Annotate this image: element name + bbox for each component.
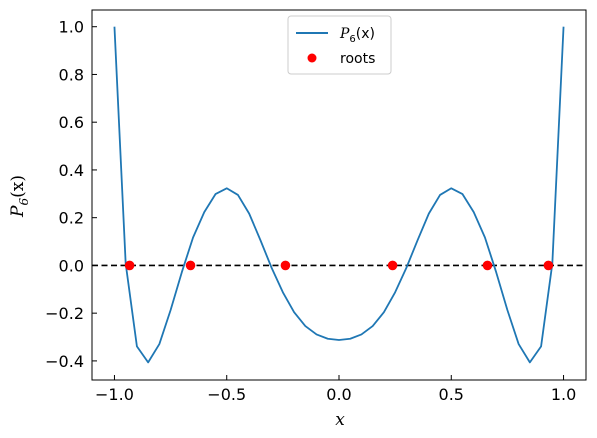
x-tick-label: 1.0	[551, 385, 576, 404]
legend-label-p6-sub: 6	[349, 34, 355, 45]
axes: −1.0 −0.5 0.0 0.5 1.0 −0.4 −0.2 0.0 0.2 0.4 0.6 0.8…	[45, 9, 587, 404]
x-tick-label: −1.0	[95, 385, 134, 404]
legend-label-p6: P6(x)	[339, 26, 375, 45]
root-point	[482, 260, 493, 271]
y-tick-label: −0.2	[45, 304, 84, 323]
y-tick-label: 0.8	[59, 65, 84, 84]
y-axis-label-tail: (x)	[8, 175, 28, 198]
legend-label-p6-base: P	[339, 26, 350, 42]
y-tick-label: 0.6	[59, 113, 84, 132]
y-tick-label: 0.4	[59, 161, 84, 180]
legend: P6(x) roots	[287, 15, 392, 75]
x-tick-label: −0.5	[207, 385, 246, 404]
root-point	[543, 260, 554, 271]
chart-marks	[92, 26, 586, 364]
series-line-p6	[113, 26, 565, 364]
legend-label-roots: roots	[340, 51, 375, 67]
y-axis-label-sub: 6	[17, 198, 31, 206]
root-point	[387, 260, 398, 271]
y-tick-label: 0.0	[59, 256, 84, 275]
x-tick-label: 0.5	[439, 385, 464, 404]
legend-marker-swatch	[307, 53, 317, 63]
y-tick-label: 1.0	[59, 18, 84, 37]
y-tick-label: 0.2	[59, 209, 84, 228]
x-axis-label: x	[335, 410, 345, 430]
x-tick-label: 0.0	[326, 385, 351, 404]
y-axis-label: P6(x)	[8, 175, 31, 218]
root-point	[124, 260, 135, 271]
y-tick-label: −0.4	[45, 352, 84, 371]
y-axis-label-base: P	[8, 205, 28, 218]
root-point	[185, 260, 196, 271]
legend-label-p6-tail: (x)	[356, 26, 375, 42]
root-point	[280, 260, 291, 271]
